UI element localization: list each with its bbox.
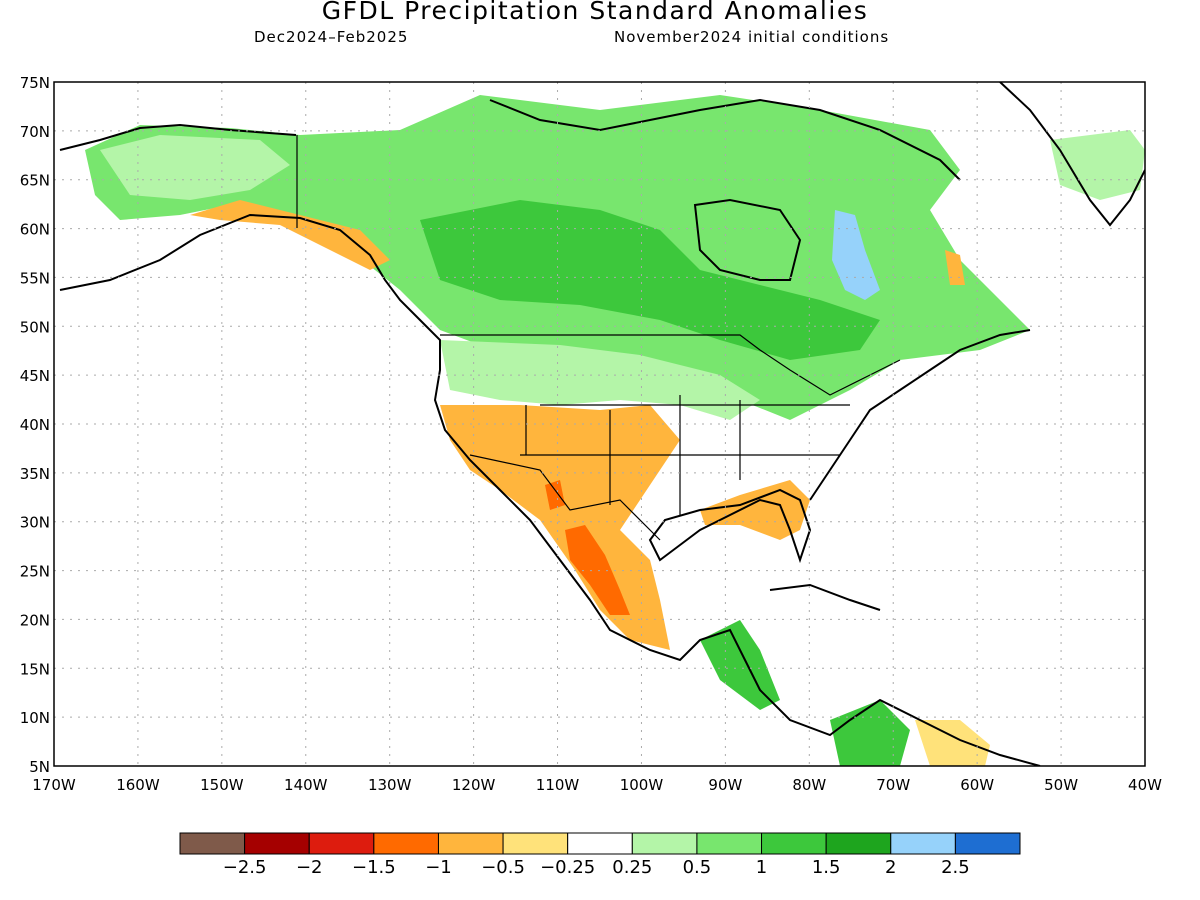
latitude-axis: 75N 70N 65N 60N 55N 50N 45N 40N 35N 30N 25N 20N 15N 1…: [20, 74, 50, 776]
colorbar-swatch: [696, 832, 763, 855]
colorbar-swatch: [373, 832, 439, 855]
anomaly-region-alaska: [100, 135, 290, 200]
latitude-label: 50N: [20, 318, 50, 336]
longitude-label: 100W: [620, 776, 664, 794]
longitude-label: 50W: [1044, 776, 1078, 794]
colorbar-label: −2: [296, 857, 323, 878]
anomaly-region-canada-heavy: [420, 200, 880, 360]
anomaly-region-mexico-core: [565, 525, 630, 615]
colorbar-label: −1.5: [352, 857, 396, 878]
latitude-label: 45N: [20, 367, 50, 385]
longitude-label: 120W: [452, 776, 496, 794]
longitude-label: 60W: [960, 776, 994, 794]
anomaly-shading: [85, 95, 1145, 766]
colorbar-label: 0.25: [612, 857, 652, 878]
anomaly-region-venezuela-dry: [915, 720, 990, 766]
latitude-label: 75N: [20, 74, 50, 92]
latitude-label: 35N: [20, 465, 50, 483]
anomaly-region-southwest-dry: [440, 405, 680, 650]
colorbar-swatch: [890, 832, 956, 855]
coastlines: [59, 82, 1145, 766]
colorbar-label: 2.5: [941, 857, 970, 878]
latitude-label: 20N: [20, 611, 50, 629]
forecast-period: Dec2024–Feb2025: [254, 28, 409, 46]
anomaly-region-arizona-core: [545, 480, 565, 510]
longitude-label: 140W: [284, 776, 328, 794]
colorbar-label: −0.25: [540, 857, 595, 878]
longitude-label: 70W: [876, 776, 910, 794]
longitude-axis: 170W 160W 150W 140W 130W 120W 110W 100W 90W 80W 70…: [32, 776, 1162, 794]
colorbar-swatch: [437, 832, 504, 855]
latitude-label: 15N: [20, 660, 50, 678]
anomaly-region-alaska-coast-dry: [190, 200, 390, 270]
latitude-label: 40N: [20, 416, 50, 434]
colorbar-label: 0.5: [683, 857, 712, 878]
anomaly-region-quebec-blue: [832, 210, 880, 300]
latitude-label: 55N: [20, 269, 50, 287]
colorbar-swatch: [954, 832, 1021, 855]
latitude-label: 25N: [20, 563, 50, 581]
anomaly-region-colombia: [830, 700, 910, 766]
latitude-label: 70N: [20, 123, 50, 141]
latitude-label: 10N: [20, 709, 50, 727]
latitude-label: 5N: [29, 758, 50, 776]
colorbar-label: 1: [756, 857, 767, 878]
anomaly-region-labrador-dry: [945, 250, 965, 285]
longitude-label: 170W: [32, 776, 76, 794]
longitude-label: 110W: [536, 776, 580, 794]
colorbar: −2.5 −2 −1.5 −1 −0.5 −0.25 0.25 0.5 1 1.5 2 2.5: [179, 832, 1021, 878]
colorbar-swatch: [502, 832, 569, 855]
latitude-label: 30N: [20, 514, 50, 532]
longitude-label: 130W: [368, 776, 412, 794]
colorbar-swatch: [179, 832, 246, 855]
longitude-label: 160W: [116, 776, 160, 794]
colorbar-swatch: [567, 832, 633, 855]
longitude-label: 80W: [792, 776, 826, 794]
map-title: GFDL Precipitation Standard Anomalies: [321, 0, 869, 25]
colorbar-swatch: [631, 832, 698, 855]
anomaly-region-central-america: [700, 620, 780, 710]
initial-conditions: November2024 initial conditions: [614, 28, 890, 46]
colorbar-swatch: [308, 832, 375, 855]
latitude-label: 65N: [20, 172, 50, 190]
anomaly-region-greenland: [1050, 130, 1145, 200]
colorbar-label: 1.5: [812, 857, 841, 878]
longitude-label: 40W: [1128, 776, 1162, 794]
colorbar-label: −0.5: [481, 857, 525, 878]
graticule: [54, 82, 1145, 766]
plot-frame: [53, 81, 1146, 767]
anomaly-region-southeast-dry: [700, 480, 810, 540]
longitude-label: 150W: [200, 776, 244, 794]
colorbar-label: −2.5: [223, 857, 267, 878]
longitude-label: 90W: [708, 776, 742, 794]
colorbar-label: −1: [425, 857, 452, 878]
colorbar-swatch: [244, 832, 310, 855]
colorbar-swatch: [761, 832, 827, 855]
latitude-label: 60N: [20, 221, 50, 239]
colorbar-swatch: [825, 832, 892, 855]
colorbar-label: 2: [885, 857, 896, 878]
